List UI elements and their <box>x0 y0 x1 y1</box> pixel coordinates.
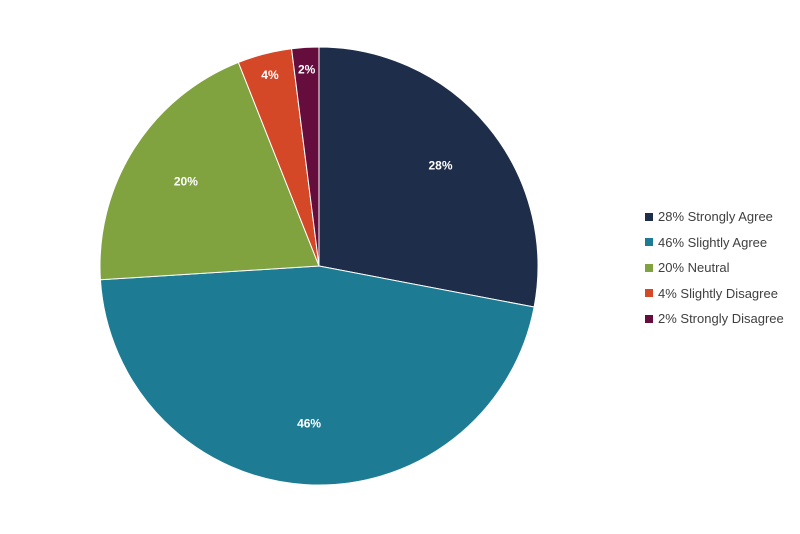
legend-label-3: 4% Slightly Disagree <box>658 285 778 301</box>
legend-label-4: 2% Strongly Disagree <box>658 311 784 327</box>
data-label-2: 20% <box>174 175 198 189</box>
data-label-0: 28% <box>428 158 452 172</box>
pie-slice-4 <box>290 46 320 267</box>
legend-item-0: 28% Strongly Agree <box>645 204 784 230</box>
legend: 28% Strongly Agree 46% Slightly Agree 20% … <box>645 204 784 332</box>
legend-item-2: 20% Neutral <box>645 255 784 281</box>
legend-label-0: 28% Strongly Agree <box>658 209 773 225</box>
legend-swatch-0 <box>645 212 653 221</box>
data-label-1: 46% <box>297 416 321 430</box>
pie-slice-1 <box>99 265 535 486</box>
legend-item-1: 46% Slightly Agree <box>645 230 784 256</box>
legend-swatch-3 <box>645 289 653 298</box>
legend-label-1: 46% Slightly Agree <box>658 234 768 250</box>
data-label-4: 2% <box>298 62 316 76</box>
legend-item-4: 2% Strongly Disagree <box>645 306 784 332</box>
data-label-3: 4% <box>261 68 279 82</box>
legend-swatch-2 <box>645 263 653 272</box>
pie-slices <box>99 46 539 486</box>
legend-label-2: 20% Neutral <box>658 260 730 276</box>
legend-item-3: 4% Slightly Disagree <box>645 281 784 307</box>
pie-slice-0 <box>318 46 539 308</box>
legend-swatch-4 <box>645 314 653 323</box>
pie-data-labels: 28% 46% 20% 4% 2% <box>174 62 453 430</box>
legend-swatch-1 <box>645 238 653 247</box>
pie-slice-2 <box>99 61 320 281</box>
